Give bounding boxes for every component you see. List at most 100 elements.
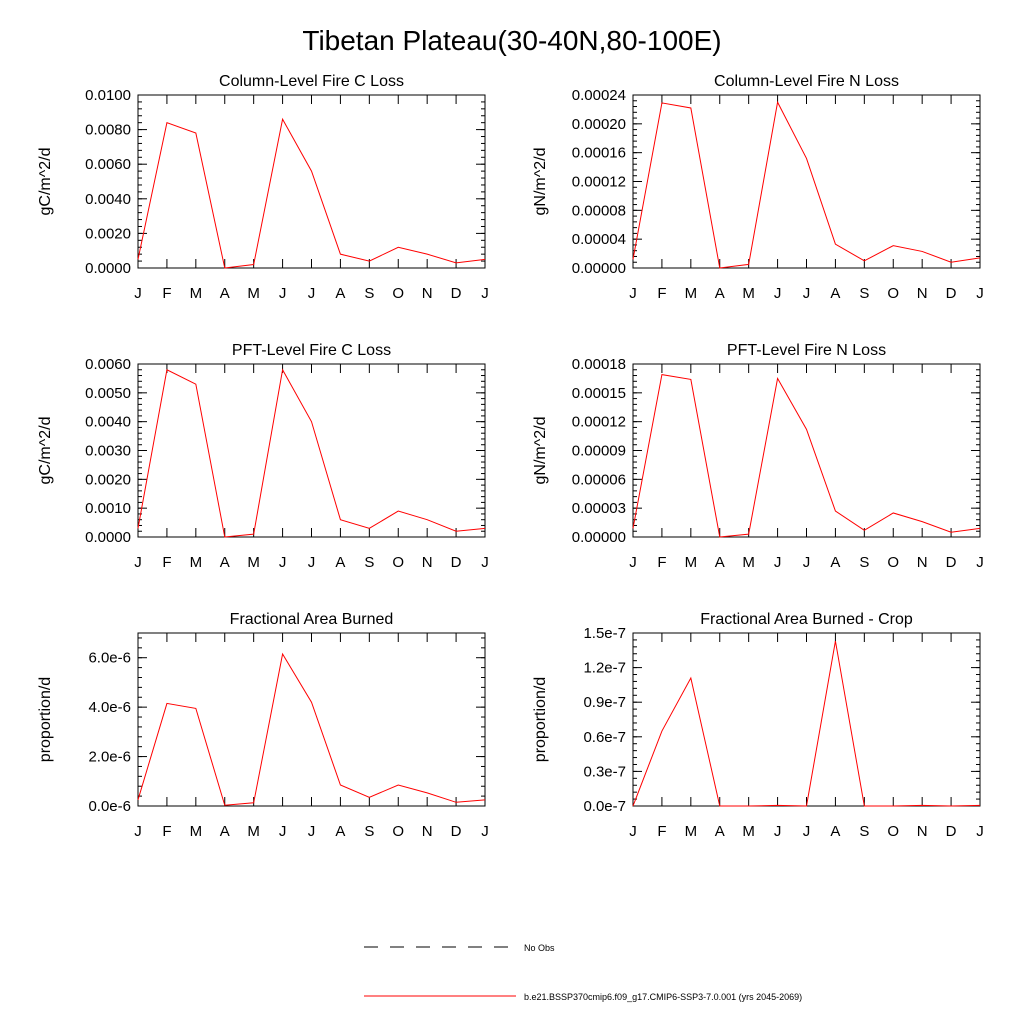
y-axis-label: proportion/d — [37, 677, 54, 762]
x-tick-label: D — [451, 554, 462, 571]
y-tick-label: 0.0020 — [85, 225, 131, 242]
y-tick-label: 0.00015 — [572, 385, 626, 402]
x-tick-label: M — [247, 823, 260, 840]
chart-panel: Fractional Area Burned - Crop proportion/… — [532, 611, 984, 840]
plot-frame — [137, 632, 486, 807]
y-tick-label: 4.0e-6 — [88, 699, 131, 716]
y-tick-label: 1.2e-7 — [583, 660, 626, 677]
y-tick-label: 0.0020 — [85, 471, 131, 488]
x-tick-label: O — [887, 823, 899, 840]
x-tick-label: S — [859, 554, 869, 571]
y-tick-label: 0.3e-7 — [583, 763, 626, 780]
panels: Column-Level Fire C Loss gC/m^2/d 0.0000 0.… — [37, 73, 984, 840]
y-tick-label: 0.0040 — [85, 191, 131, 208]
x-tick-label: M — [247, 285, 260, 302]
x-tick-label: J — [976, 823, 984, 840]
y-tick-label: 0.00000 — [572, 260, 626, 277]
legend-model-label: b.e21.BSSP370cmip6.f09_g17.CMIP6-SSP3-7.… — [524, 992, 802, 1002]
x-tick-label: J — [308, 554, 316, 571]
x-tick-label: N — [422, 823, 433, 840]
x-tick-label: J — [134, 285, 142, 302]
y-tick-label: 0.00004 — [572, 231, 626, 248]
x-tick-label: S — [364, 823, 374, 840]
y-tick-label: 0.00012 — [572, 414, 626, 431]
x-tick-label: J — [134, 554, 142, 571]
y-axis-label: proportion/d — [532, 677, 549, 762]
y-tick-label: 0.0000 — [85, 529, 131, 546]
y-tick-label: 0.0000 — [85, 260, 131, 277]
series-line — [632, 640, 981, 807]
x-tick-label: M — [685, 554, 698, 571]
x-tick-label: A — [715, 823, 725, 840]
x-tick-label: J — [134, 823, 142, 840]
y-axis-label: gN/m^2/d — [532, 417, 549, 485]
plot-frame — [632, 632, 981, 807]
x-tick-label: J — [774, 285, 782, 302]
y-tick-label: 0.00016 — [572, 145, 626, 162]
x-tick-label: A — [335, 554, 345, 571]
y-tick-label: 0.00012 — [572, 174, 626, 191]
y-tick-label: 0.00020 — [572, 116, 626, 133]
series-line — [632, 100, 981, 269]
x-tick-label: J — [279, 823, 287, 840]
x-tick-label: S — [859, 285, 869, 302]
y-tick-label: 2.0e-6 — [88, 749, 131, 766]
x-tick-label: A — [830, 823, 840, 840]
chart-panel: PFT-Level Fire N Loss gN/m^2/d 0.00000 0.00… — [532, 342, 984, 571]
x-tick-label: D — [451, 285, 462, 302]
x-tick-label: N — [917, 823, 928, 840]
y-tick-label: 0.00006 — [572, 471, 626, 488]
y-tick-label: 0.00009 — [572, 443, 626, 460]
x-tick-label: A — [220, 823, 230, 840]
series-line — [137, 368, 486, 538]
x-tick-label: M — [742, 823, 755, 840]
plot-frame — [632, 94, 981, 269]
y-tick-label: 0.0040 — [85, 414, 131, 431]
y-axis-label: gC/m^2/d — [37, 148, 54, 216]
y-tick-label: 0.0010 — [85, 500, 131, 517]
x-tick-label: O — [392, 823, 404, 840]
x-tick-label: J — [308, 285, 316, 302]
legend: No Obs b.e21.BSSP370cmip6.f09_g17.CMIP6-… — [364, 943, 802, 1002]
x-tick-label: O — [887, 554, 899, 571]
x-tick-label: D — [946, 285, 957, 302]
x-tick-label: F — [657, 285, 666, 302]
x-tick-label: J — [803, 285, 811, 302]
y-tick-label: 0.6e-7 — [583, 729, 626, 746]
chart-panel: PFT-Level Fire C Loss gC/m^2/d 0.0000 0.001… — [37, 342, 489, 571]
x-tick-label: A — [220, 285, 230, 302]
x-tick-label: D — [451, 823, 462, 840]
y-tick-label: 0.00018 — [572, 356, 626, 373]
x-tick-label: N — [422, 554, 433, 571]
y-tick-label: 0.0100 — [85, 87, 131, 104]
x-tick-label: O — [392, 554, 404, 571]
panel-title: Column-Level Fire N Loss — [714, 73, 899, 90]
x-tick-label: J — [308, 823, 316, 840]
x-tick-label: S — [364, 554, 374, 571]
x-tick-label: A — [715, 285, 725, 302]
y-tick-label: 0.00024 — [572, 87, 626, 104]
y-tick-label: 0.00008 — [572, 202, 626, 219]
x-tick-label: S — [364, 285, 374, 302]
y-axis-label: gC/m^2/d — [37, 417, 54, 485]
x-tick-label: N — [917, 554, 928, 571]
x-tick-label: J — [481, 285, 489, 302]
y-tick-label: 6.0e-6 — [88, 650, 131, 667]
x-tick-label: J — [279, 285, 287, 302]
x-tick-label: A — [715, 554, 725, 571]
series-line — [137, 652, 486, 806]
legend-no-obs-label: No Obs — [524, 943, 555, 953]
panel-title: Column-Level Fire C Loss — [219, 73, 404, 90]
x-tick-label: J — [976, 285, 984, 302]
x-tick-label: J — [774, 554, 782, 571]
x-tick-label: D — [946, 823, 957, 840]
x-tick-label: J — [803, 823, 811, 840]
x-tick-label: M — [190, 285, 203, 302]
x-tick-label: M — [685, 823, 698, 840]
figure-title: Tibetan Plateau(30-40N,80-100E) — [302, 25, 721, 56]
x-tick-label: J — [279, 554, 287, 571]
plot-frame — [137, 363, 486, 538]
x-tick-label: J — [629, 823, 637, 840]
x-tick-label: F — [657, 823, 666, 840]
